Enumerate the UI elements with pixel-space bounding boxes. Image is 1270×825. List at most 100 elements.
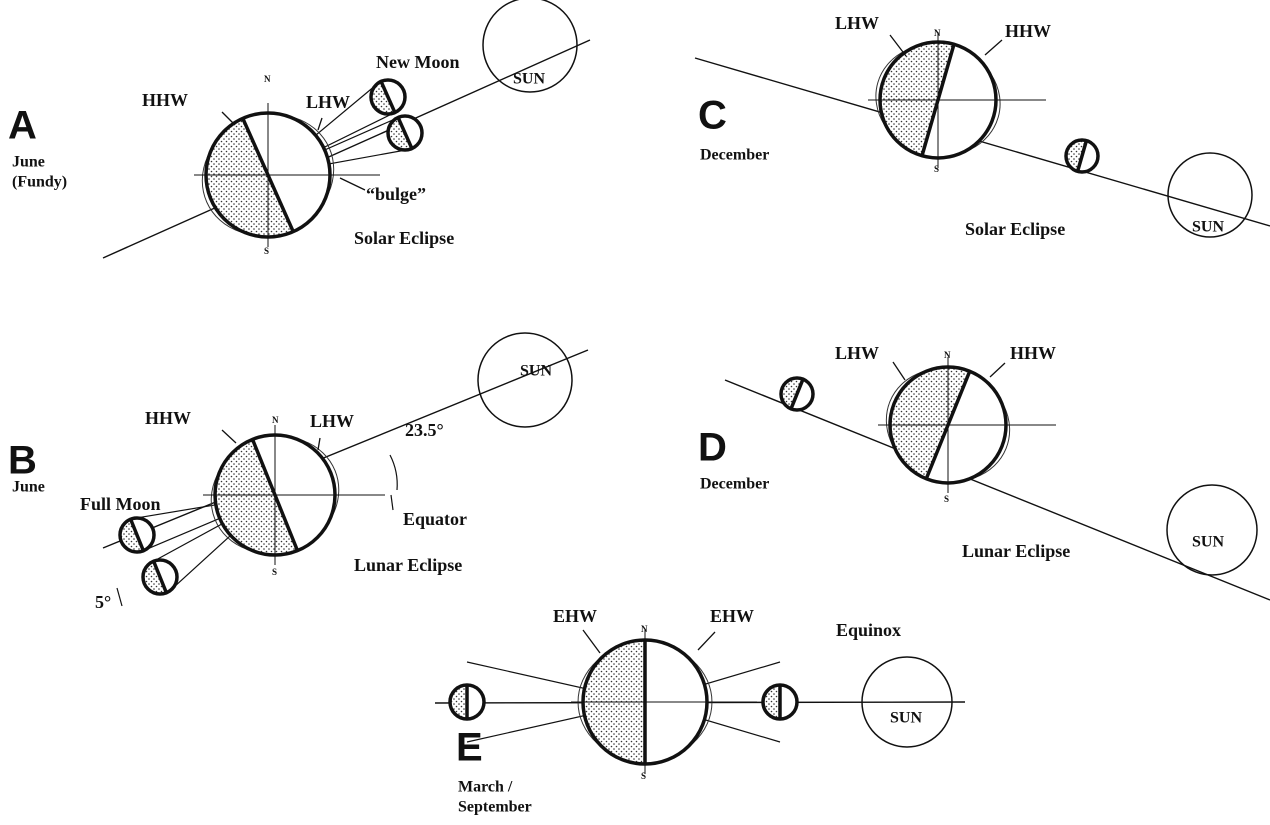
south: S: [934, 164, 939, 174]
panel-letter: E: [456, 726, 483, 770]
angle-label: 5°: [95, 592, 111, 612]
ecliptic: [102, 39, 591, 259]
night-side: [1066, 140, 1087, 172]
caption: Solar Eclipse: [354, 228, 454, 248]
caption: (Fundy): [12, 174, 67, 191]
moon-label: Full Moon: [80, 494, 161, 514]
night-side: [880, 42, 954, 156]
caption: September: [458, 799, 532, 816]
moon-outline: [386, 114, 424, 152]
terminator: [1075, 140, 1089, 172]
sun: [1167, 152, 1253, 238]
sun-label: SUN: [520, 363, 552, 380]
night-side: [120, 519, 144, 552]
caption: December: [700, 147, 769, 164]
caption: Solar Eclipse: [965, 219, 1065, 239]
marker-label: LHW: [835, 343, 879, 363]
caption: June: [12, 154, 45, 171]
terminator: [129, 518, 145, 552]
caption: Lunar Eclipse: [962, 541, 1070, 561]
shapes: [102, 0, 1270, 774]
sun: [477, 332, 573, 428]
caption: Equinox: [836, 620, 901, 640]
arrow: [984, 39, 1003, 56]
terminator: [379, 80, 397, 114]
marker-label: HHW: [1005, 21, 1051, 41]
arrow: [221, 111, 236, 126]
marker-label: EHW: [553, 606, 597, 626]
moon-outline: [448, 683, 486, 721]
arrow: [390, 494, 394, 511]
night-side: [143, 561, 167, 594]
marker-label: LHW: [835, 13, 879, 33]
angle-mark: [116, 587, 123, 607]
terminator: [789, 378, 805, 410]
moon-outline: [779, 376, 815, 412]
marker-label: LHW: [310, 411, 354, 431]
arrow: [317, 437, 321, 451]
earth-outline: [878, 40, 998, 160]
moon-outline: [118, 516, 156, 554]
earth-outline: [204, 111, 332, 239]
south: S: [272, 567, 277, 577]
arrow: [221, 429, 237, 444]
north: N: [272, 415, 279, 425]
angle-label: 23.5°: [405, 420, 444, 440]
night-side: [890, 367, 970, 479]
ecliptic: [724, 379, 1270, 601]
panel-letter: C: [698, 94, 727, 138]
earth-outline: [888, 365, 1008, 485]
arrow: [317, 117, 323, 131]
moon-outline: [761, 683, 799, 721]
arrow: [582, 629, 601, 654]
panel-letter: A: [8, 104, 37, 148]
marker-label: LHW: [306, 92, 350, 112]
panel-letter: B: [8, 439, 37, 483]
caption: December: [700, 476, 769, 493]
sun-label: SUN: [1192, 534, 1224, 551]
night-side: [781, 378, 803, 409]
terminator: [152, 560, 168, 594]
marker-label: HHW: [1010, 343, 1056, 363]
north: N: [264, 74, 271, 84]
terminator: [396, 116, 414, 150]
sun-label: SUN: [1192, 219, 1224, 236]
night-side: [215, 439, 298, 555]
marker-label: HHW: [142, 90, 188, 110]
earth-outline: [213, 433, 337, 557]
moon-outline: [1064, 138, 1100, 174]
north: N: [641, 624, 648, 634]
south: S: [641, 771, 646, 781]
arrow: [889, 34, 907, 57]
panel-letter: D: [698, 426, 727, 470]
north: N: [944, 350, 951, 360]
night-side: [206, 118, 294, 237]
sun: [482, 0, 578, 93]
sun-label: SUN: [890, 710, 922, 727]
angle-arc: [389, 454, 398, 491]
caption: March /: [458, 779, 513, 796]
night-side: [371, 81, 395, 114]
bulge-label: “bulge”: [366, 184, 426, 204]
arrow: [892, 361, 906, 381]
earth-outline: [581, 638, 709, 766]
moon-outline: [141, 558, 179, 596]
marker-label: EHW: [710, 606, 754, 626]
south: S: [264, 246, 269, 256]
sun-label: SUN: [513, 71, 545, 88]
caption: Lunar Eclipse: [354, 555, 462, 575]
arrow: [697, 631, 716, 651]
arrow: [339, 177, 366, 191]
sun: [1166, 484, 1258, 576]
arrow: [989, 362, 1006, 378]
south: S: [944, 494, 949, 504]
equator-label: Equator: [403, 509, 467, 529]
marker-label: HHW: [145, 408, 191, 428]
moon-label: New Moon: [376, 52, 460, 72]
ecliptic: [102, 349, 589, 549]
moon-outline: [369, 78, 407, 116]
caption: June: [12, 479, 45, 496]
north: N: [934, 28, 941, 38]
night-side: [388, 117, 412, 150]
